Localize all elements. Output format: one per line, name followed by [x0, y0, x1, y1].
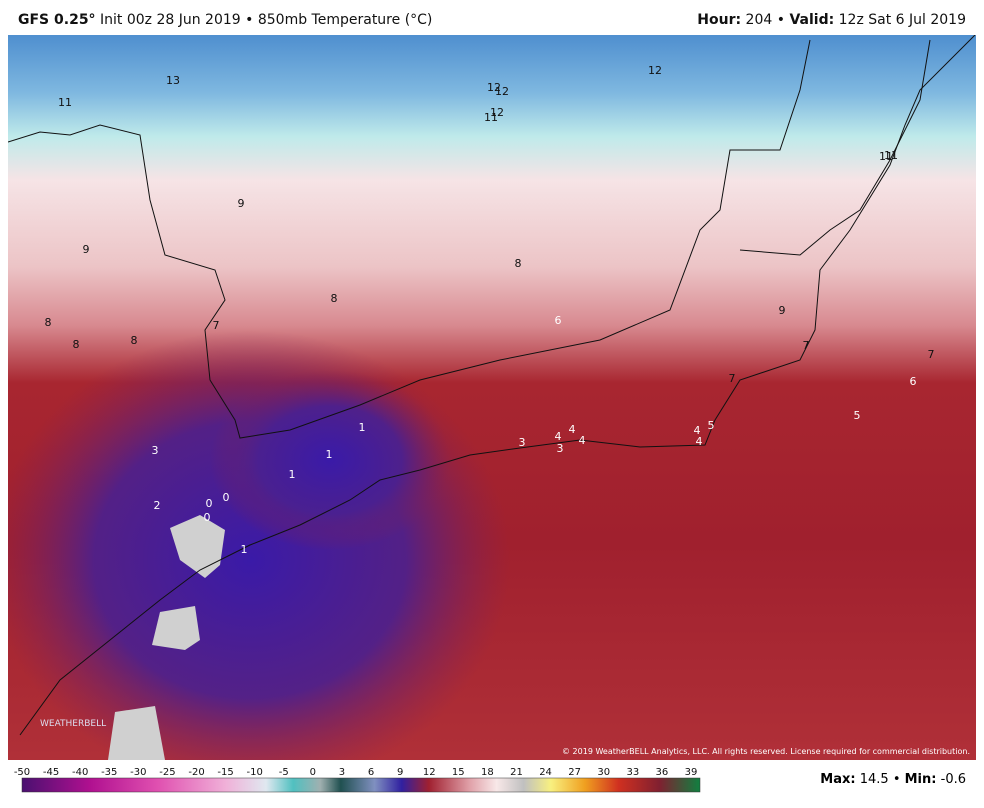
contour-label: 7 [213, 319, 220, 332]
contour-label: 3 [152, 444, 159, 457]
contour-label: 12 [490, 106, 504, 119]
coastline [19, 35, 976, 736]
colorbar-tick-label: 3 [339, 767, 345, 778]
init: Init 00z 28 Jun 2019 [100, 12, 241, 28]
contour-label: 7 [928, 348, 935, 361]
separator: • [776, 12, 785, 28]
contour-label: 8 [331, 292, 338, 305]
colorbar-tick-label: -5 [279, 767, 289, 778]
colorbar-tick-label: -25 [159, 767, 175, 778]
colorbar-tick-label: -10 [247, 767, 263, 778]
valid-time: Hour: 204 • Valid: 12z Sat 6 Jul 2019 [697, 12, 966, 28]
colorbar-tick-label: 39 [685, 767, 698, 778]
border [8, 39, 811, 439]
contour-label: 9 [238, 197, 245, 210]
logo: WEATHERBELL [40, 719, 106, 729]
contour-label: 11 [884, 149, 898, 162]
field: 850mb Temperature (°C) [257, 12, 433, 28]
colorbar-tick-label: -15 [217, 767, 233, 778]
contour-label: 3 [557, 442, 564, 455]
contour-label: 1 [359, 421, 366, 434]
title: GFS 0.25° Init 00z 28 Jun 2019 • 850mb T… [18, 12, 432, 28]
colorbar-tick-label: -50 [14, 767, 30, 778]
contour-label: 4 [696, 435, 703, 448]
valid-label: Valid: [789, 12, 835, 28]
colorbar-tick-label: 9 [397, 767, 403, 778]
colorbar-tick-label: -45 [43, 767, 59, 778]
copyright: © 2019 WeatherBELL Analytics, LLC. All r… [562, 747, 970, 756]
hour: 204 [745, 12, 773, 28]
contour-label: 1 [326, 448, 333, 461]
contour-label: 3 [519, 436, 526, 449]
colorbar-tick-label: -35 [101, 767, 117, 778]
contour-label: 0 [223, 491, 230, 504]
contour-label: 5 [854, 409, 861, 422]
field-layer [8, 35, 976, 760]
contour-label: 2 [154, 499, 161, 512]
zero-area [152, 606, 200, 650]
colorbar-tick-label: 33 [626, 767, 639, 778]
min-label: Min: [905, 772, 937, 787]
contour-label: 6 [555, 314, 562, 327]
contour-label: 12 [495, 85, 509, 98]
max-min: Max: 14.5 • Min: -0.6 [820, 772, 966, 787]
contour-label: 9 [83, 243, 90, 256]
contour-label: 5 [708, 419, 715, 432]
contour-label: 4 [579, 434, 586, 447]
contour-label: 8 [73, 338, 80, 351]
model: GFS 0.25° [18, 12, 96, 28]
colorbar-tick-label: 6 [368, 767, 374, 778]
contour-label: 12 [648, 64, 662, 77]
contour-label: 7 [729, 372, 736, 385]
hour-label: Hour: [697, 12, 742, 28]
contour-label: 0 [206, 497, 213, 510]
contour-label: 6 [910, 375, 917, 388]
colorbar-ticks: -50 -45 -40 -35 -30 -25 -20 -15 -10 -5 0 3 6 9 12 15 18 2… [14, 767, 698, 778]
colorbar-tick-label: 12 [423, 767, 436, 778]
colorbar-tick-label: 21 [510, 767, 523, 778]
colorbar-tick-label: -40 [72, 767, 88, 778]
colorbar [21, 777, 701, 793]
zero-area [108, 706, 165, 760]
contour-label: 9 [779, 304, 786, 317]
contour-label: 4 [694, 424, 701, 437]
contour-label: 7 [803, 339, 810, 352]
colorbar-tick-label: 0 [310, 767, 316, 778]
contour-label: 4 [569, 423, 576, 436]
colorbar-tick-label: 15 [452, 767, 465, 778]
copyright-bg [572, 744, 976, 758]
colorbar-tick-label: -20 [188, 767, 204, 778]
contour-label: 11 [879, 150, 893, 163]
contour-label: 11 [484, 111, 498, 124]
separator: • [893, 772, 901, 787]
contour-label: 8 [45, 316, 52, 329]
border [739, 39, 931, 256]
min: -0.6 [941, 772, 966, 787]
colorbar-tick-label: 27 [568, 767, 581, 778]
colorbar-tick-label: 24 [539, 767, 552, 778]
valid: 12z Sat 6 Jul 2019 [838, 12, 966, 28]
contour-label: 4 [555, 430, 562, 443]
contour-label: 12 [487, 81, 501, 94]
colorbar-tick-label: 18 [481, 767, 494, 778]
contour-label: 8 [515, 257, 522, 270]
contour-label: 13 [166, 74, 180, 87]
contour-label: 1 [289, 468, 296, 481]
separator: • [245, 12, 254, 28]
zero-area [170, 515, 225, 578]
contour-label: 1 [241, 543, 248, 556]
cold-pool [210, 370, 450, 550]
colorbar-tick-label: 36 [656, 767, 669, 778]
max-label: Max: [820, 772, 855, 787]
colorbar-tick-label: 30 [597, 767, 610, 778]
max: 14.5 [860, 772, 889, 787]
contour-label: 11 [58, 96, 72, 109]
contour-label: 0 [204, 511, 211, 524]
contour-label: 8 [131, 334, 138, 347]
colorbar-tick-label: -30 [130, 767, 146, 778]
